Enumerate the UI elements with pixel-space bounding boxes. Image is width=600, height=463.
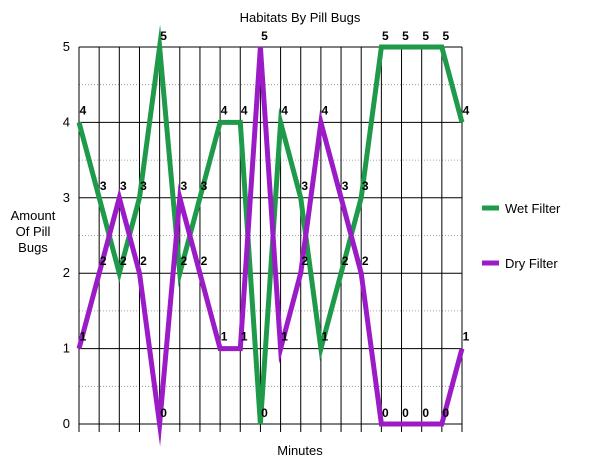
y-axis-title-line: Of Pill xyxy=(16,224,51,239)
data-label: 4 xyxy=(281,103,288,117)
data-label: 1 xyxy=(322,330,329,344)
y-tick-label: 0 xyxy=(63,416,70,431)
data-label: 0 xyxy=(160,406,167,420)
y-tick-label: 2 xyxy=(63,265,70,280)
data-label: 2 xyxy=(180,254,187,268)
data-label: 4 xyxy=(80,103,87,117)
data-label: 2 xyxy=(201,254,208,268)
data-label: 2 xyxy=(342,254,349,268)
data-label: 0 xyxy=(382,406,389,420)
series-line-dry-filter xyxy=(76,46,465,447)
data-label: 4 xyxy=(221,103,228,117)
data-label: 0 xyxy=(402,406,409,420)
series-lines xyxy=(76,24,465,447)
chart-title: Habitats By Pill Bugs xyxy=(240,10,361,25)
data-label: 3 xyxy=(180,179,187,193)
data-label: 3 xyxy=(342,179,349,193)
data-label: 1 xyxy=(80,330,87,344)
data-label: 4 xyxy=(463,103,470,117)
y-tick-label: 5 xyxy=(63,39,70,54)
data-label: 3 xyxy=(120,179,127,193)
data-label: 4 xyxy=(241,103,248,117)
y-tick-label: 1 xyxy=(63,341,70,356)
data-label: 3 xyxy=(201,179,208,193)
data-label: 0 xyxy=(422,406,429,420)
y-tick-label: 4 xyxy=(63,114,70,129)
data-label: 1 xyxy=(463,330,470,344)
data-label: 2 xyxy=(140,254,147,268)
y-axis-title-line: Bugs xyxy=(18,240,48,255)
data-label: 2 xyxy=(120,254,127,268)
data-label: 1 xyxy=(281,330,288,344)
y-tick-label: 3 xyxy=(63,190,70,205)
data-label: 0 xyxy=(442,406,449,420)
data-label: 1 xyxy=(221,330,228,344)
data-label: 3 xyxy=(362,179,369,193)
data-label: 5 xyxy=(422,29,429,43)
data-label: 2 xyxy=(301,254,308,268)
x-axis-title: Minutes xyxy=(277,443,323,458)
data-label: 5 xyxy=(261,29,268,43)
data-label: 1 xyxy=(241,330,248,344)
series-line-wet-filter xyxy=(76,24,465,425)
data-label: 5 xyxy=(442,29,449,43)
legend-label: Wet Filter xyxy=(505,201,561,216)
data-label: 2 xyxy=(100,254,107,268)
y-axis-ticks: 0 1 2 3 4 5 xyxy=(63,39,70,431)
data-label: 4 xyxy=(322,103,329,117)
data-label: 0 xyxy=(261,406,268,420)
data-label: 3 xyxy=(301,179,308,193)
data-label: 2 xyxy=(362,254,369,268)
legend: Wet Filter Dry Filter xyxy=(482,201,561,271)
data-label: 5 xyxy=(402,29,409,43)
data-label: 3 xyxy=(140,179,147,193)
legend-label: Dry Filter xyxy=(505,256,558,271)
data-label: 5 xyxy=(160,29,167,43)
data-label: 3 xyxy=(100,179,107,193)
y-axis-title-line: Amount xyxy=(11,208,56,223)
data-label: 5 xyxy=(382,29,389,43)
